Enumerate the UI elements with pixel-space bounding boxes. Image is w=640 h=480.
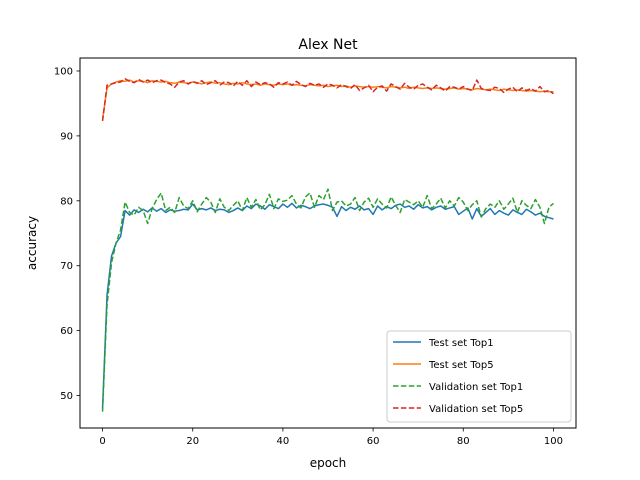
y-tick-label: 100 (54, 66, 73, 77)
y-axis-label: accuracy (25, 216, 39, 270)
plot-frame (79, 57, 577, 429)
series-line-3 (101, 188, 554, 412)
y-tick-label: 60 (60, 326, 73, 337)
x-axis-ticks: 0 20 40 60 80 100 (99, 428, 563, 447)
x-tick-label: 100 (544, 436, 563, 447)
x-axis-label: epoch (310, 456, 347, 470)
y-tick-label: 70 (60, 261, 73, 272)
legend: Test set Top1 Test set Top5 Validation set… (386, 330, 572, 423)
y-axis-ticks: 50 60 70 80 90 100 (54, 66, 80, 402)
series-line-2 (101, 79, 554, 120)
legend-label-2: Test set Top5 (428, 360, 494, 371)
y-tick-label: 80 (60, 196, 73, 207)
y-tick-label: 50 (60, 391, 73, 402)
y-tick-label: 90 (60, 131, 73, 142)
x-tick-label: 20 (186, 436, 199, 447)
chart-title: Alex Net (298, 37, 358, 53)
x-tick-label: 0 (99, 436, 105, 447)
series-line-1 (101, 202, 554, 409)
legend-box (386, 330, 572, 423)
series-layer (101, 78, 554, 412)
x-tick-label: 60 (367, 436, 380, 447)
series-line-4 (101, 78, 554, 122)
legend-label-3: Validation set Top1 (429, 382, 523, 393)
x-tick-label: 40 (277, 436, 290, 447)
legend-label-4: Validation set Top5 (429, 404, 523, 415)
legend-label-1: Test set Top1 (428, 338, 494, 349)
x-tick-label: 80 (457, 436, 470, 447)
